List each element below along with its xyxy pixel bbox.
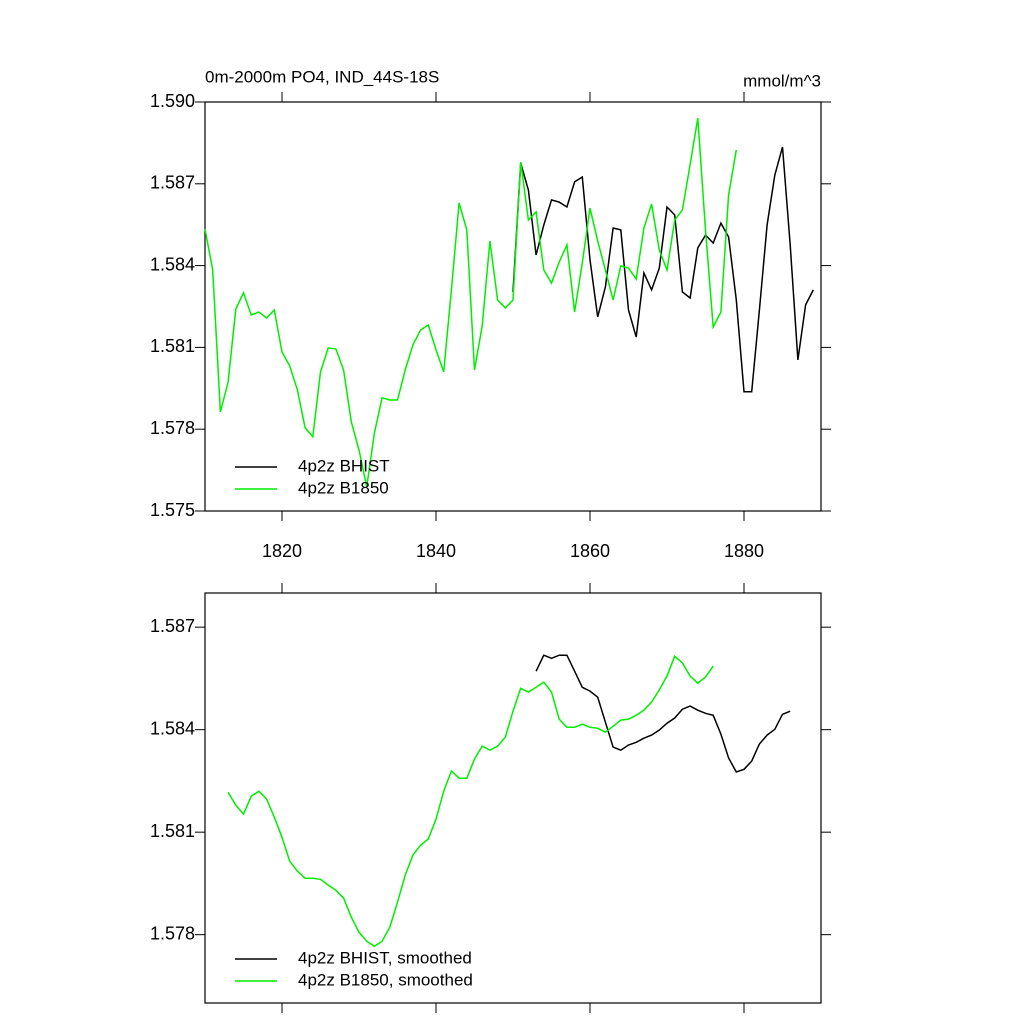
y-tick-label: 1.587 <box>150 616 195 636</box>
x-tick-label: 1880 <box>724 541 764 561</box>
x-tick-label: 1840 <box>416 541 456 561</box>
y-tick-label: 1.590 <box>150 91 195 111</box>
legend-label: 4p2z B1850 <box>298 478 389 497</box>
y-tick-label: 1.578 <box>150 923 195 943</box>
y-tick-label: 1.581 <box>150 821 195 841</box>
units-label: mmol/m^3 <box>743 71 821 90</box>
legend-label: 4p2z B1850, smoothed <box>298 970 473 989</box>
legend-label: 4p2z BHIST <box>298 456 390 475</box>
y-tick-label: 1.575 <box>150 500 195 520</box>
data-line <box>535 654 791 773</box>
plot-frame <box>204 101 822 512</box>
y-tick-label: 1.584 <box>150 254 195 274</box>
data-line <box>204 117 738 488</box>
legend-label: 4p2z BHIST, smoothed <box>298 948 472 967</box>
x-tick-label: 1820 <box>262 541 302 561</box>
data-line <box>512 146 814 393</box>
chart-title: 0m-2000m PO4, IND_44S-18S <box>205 67 439 86</box>
y-tick-label: 1.578 <box>150 418 195 438</box>
x-tick-label: 1860 <box>570 541 610 561</box>
plot-frame <box>204 592 822 1004</box>
data-line <box>227 654 714 948</box>
y-tick-label: 1.581 <box>150 336 195 356</box>
y-tick-label: 1.587 <box>150 173 195 193</box>
y-tick-label: 1.584 <box>150 718 195 738</box>
